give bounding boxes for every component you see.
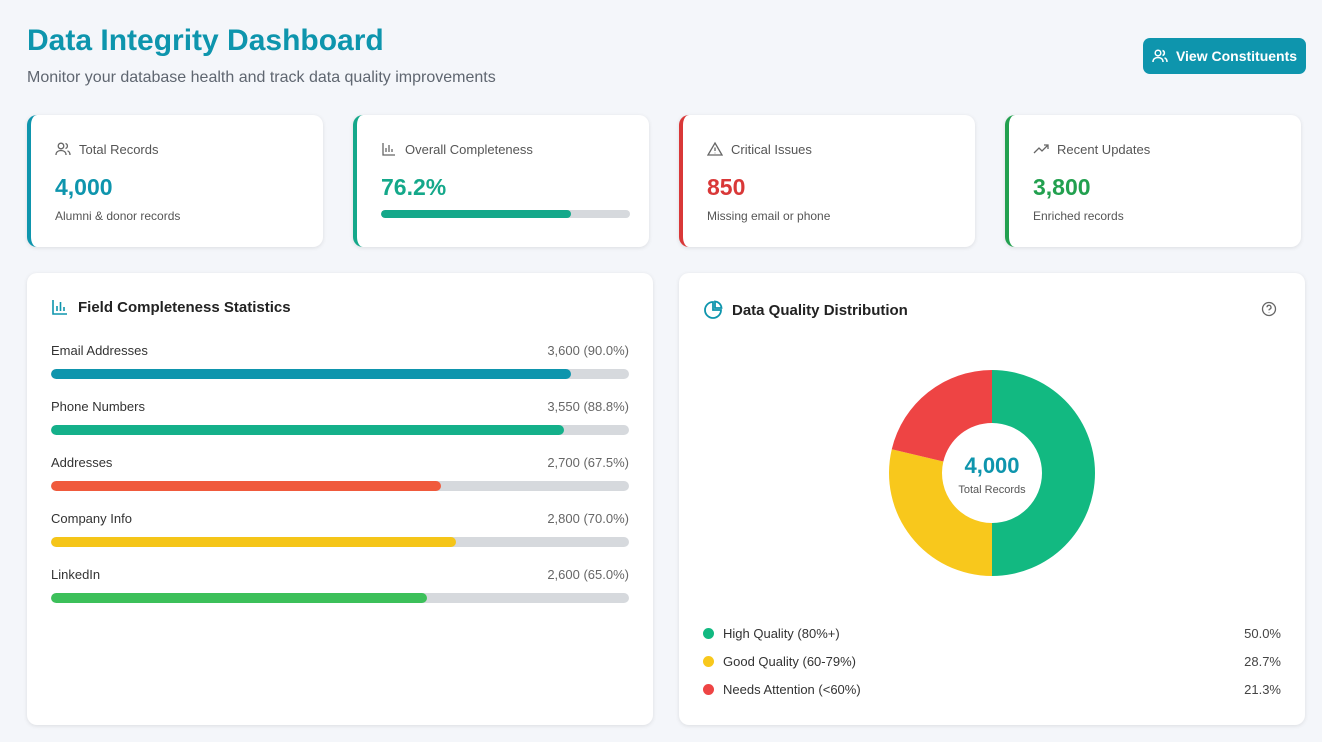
chart-icon [52, 300, 67, 315]
progress-track [381, 210, 630, 218]
legend-row: Good Quality (60-79%) 28.7% [703, 654, 1281, 669]
card-value: 3,800 [1033, 174, 1091, 200]
card-label-text: Critical Issues [731, 141, 812, 157]
field-stats-panel: Field Completeness Statistics Email Addr… [27, 273, 653, 725]
field-count: 3,600 (90.0%) [547, 343, 629, 358]
field-track [51, 425, 629, 435]
card-label: Recent Updates [1033, 141, 1150, 157]
field-label: LinkedIn [51, 567, 101, 582]
field-count: 2,600 (65.0%) [547, 567, 629, 582]
field-label: Addresses [51, 455, 113, 470]
legend-dot [703, 684, 714, 695]
donut-chart: 4,000 Total Records [889, 370, 1095, 576]
field-count: 3,550 (88.8%) [547, 399, 629, 414]
field-count: 2,800 (70.0%) [547, 511, 629, 526]
field-bar [51, 369, 572, 379]
chart-icon [382, 143, 395, 156]
users-icon [55, 142, 71, 156]
card-note: Missing email or phone [707, 209, 831, 223]
progress-fill [381, 210, 571, 218]
help-icon[interactable] [1261, 301, 1277, 317]
card-note: Enriched records [1033, 209, 1124, 223]
legend-percent: 28.7% [1244, 654, 1281, 669]
field-track [51, 537, 629, 547]
card-label: Total Records [55, 141, 158, 157]
donut-segment [889, 449, 992, 576]
field-track [51, 593, 629, 603]
donut-segment [891, 370, 992, 462]
legend-dot [703, 628, 714, 639]
field-track [51, 369, 629, 379]
stat-card: Recent Updates 3,800 Enriched records [1005, 115, 1301, 247]
page-subtitle: Monitor your database health and track d… [27, 69, 496, 86]
card-value: 76.2% [381, 174, 447, 200]
legend-percent: 50.0% [1244, 626, 1281, 641]
field-label: Company Info [51, 511, 132, 526]
card-value: 850 [707, 174, 746, 200]
field-track [51, 481, 629, 491]
field-bar [51, 593, 427, 603]
field-label: Phone Numbers [51, 399, 145, 414]
page-title: Data Integrity Dashboard [27, 24, 384, 57]
card-label: Overall Completeness [381, 141, 533, 157]
legend-percent: 21.3% [1244, 682, 1281, 697]
legend-dot [703, 656, 714, 667]
card-note: Alumni & donor records [55, 209, 181, 223]
button-label: View Constituents [1175, 48, 1298, 64]
pie-icon [704, 300, 723, 319]
panel-title: Field Completeness Statistics [51, 298, 291, 316]
legend-label: Good Quality (60-79%) [723, 654, 856, 669]
panel-title-text: Field Completeness Statistics [78, 298, 291, 316]
donut-center-label: Total Records [958, 484, 1026, 496]
stat-card: Overall Completeness 76.2% [353, 115, 649, 247]
field-count: 2,700 (67.5%) [547, 455, 629, 470]
card-label-text: Recent Updates [1057, 141, 1151, 157]
stat-card: Critical Issues 850 Missing email or pho… [679, 115, 975, 247]
field-bar [51, 537, 456, 547]
users-icon [1152, 49, 1168, 63]
distribution-panel: Data Quality Distribution 4,000 Total Rec… [679, 273, 1305, 725]
warning-icon [707, 141, 723, 156]
donut-center-value: 4,000 [964, 453, 1019, 478]
legend-label: High Quality (80%+) [723, 626, 840, 641]
field-bar [51, 481, 442, 491]
field-bar [51, 425, 565, 435]
donut-segment [992, 370, 1095, 576]
card-label-text: Total Records [79, 141, 159, 157]
card-value: 4,000 [55, 174, 113, 200]
view-constituents-button[interactable]: View Constituents [1143, 38, 1306, 74]
legend-label: Needs Attention (<60%) [723, 682, 861, 697]
legend-row: High Quality (80%+) 50.0% [703, 626, 1281, 641]
card-label-text: Overall Completeness [405, 141, 533, 157]
trend-icon [1033, 144, 1049, 154]
panel-title: Data Quality Distribution [703, 300, 908, 320]
card-label: Critical Issues [707, 141, 812, 157]
field-label: Email Addresses [51, 343, 148, 358]
panel-title-text: Data Quality Distribution [732, 301, 908, 319]
legend-row: Needs Attention (<60%) 21.3% [703, 682, 1281, 697]
stat-card: Total Records 4,000 Alumni & donor recor… [27, 115, 323, 247]
